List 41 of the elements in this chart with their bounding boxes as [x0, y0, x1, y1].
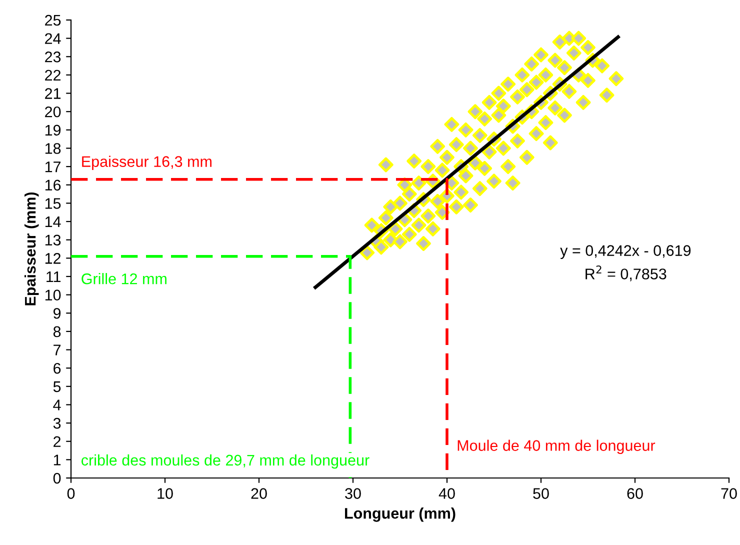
- x-tick-label: 10: [158, 488, 173, 499]
- annotation: y = 0,4242x - 0,619 R$^{2}$ = 0,7853: [560, 245, 691, 282]
- y-tick-label: 15: [45, 198, 61, 209]
- y-tick-label: 12: [45, 253, 61, 264]
- y-tick-label: 0: [53, 472, 61, 484]
- annotation: crible des moules de 29,7 mm de longueur: [82, 454, 370, 469]
- y-tick-label: 13: [45, 234, 61, 246]
- y-tick-label: 23: [45, 52, 61, 62]
- y-tick-label: 25: [45, 14, 61, 26]
- y-tick-label: 1: [54, 454, 61, 466]
- x-tick-label: 30: [345, 488, 361, 499]
- y-tick-label: 24: [45, 33, 61, 44]
- y-tick-label: 17: [45, 162, 61, 172]
- x-tick-label: 70: [721, 488, 737, 499]
- y-tick-label: 14: [45, 216, 61, 228]
- y-tick-label: 18: [45, 143, 61, 154]
- y-tick-label: 2: [54, 436, 61, 447]
- y-tick-label: 8: [53, 326, 61, 338]
- x-tick-label: 40: [438, 488, 455, 499]
- annotation: Epaisseur 16,3 mm: [82, 156, 212, 170]
- y-tick-label: 6: [54, 362, 61, 374]
- y-axis-title: Epaisseur (mm): [24, 192, 39, 306]
- annotation: Moule de 40 mm de longueur: [458, 440, 656, 454]
- y-tick-label: 20: [45, 106, 61, 118]
- y-tick-label: 16: [45, 180, 61, 191]
- y-tick-label: 22: [45, 70, 61, 80]
- y-tick-label: 9: [54, 308, 61, 319]
- x-axis-title: Longueur (mm): [345, 508, 456, 522]
- x-tick-label: 60: [627, 488, 643, 499]
- y-tick-label: 10: [45, 290, 61, 300]
- x-tick-label: 0: [67, 488, 75, 499]
- y-tick-label: 21: [45, 88, 61, 99]
- y-tick-label: 3: [53, 418, 61, 429]
- y-tick-label: 7: [54, 344, 61, 356]
- x-tick-label: 20: [251, 488, 267, 499]
- annotation: Grille 12 mm: [82, 273, 166, 284]
- x-tick-label: 50: [533, 488, 549, 499]
- y-tick-label: 5: [53, 381, 61, 392]
- y-tick-label: 4: [53, 400, 61, 410]
- y-tick-label: 19: [45, 124, 61, 136]
- y-tick-label: 11: [46, 272, 61, 282]
